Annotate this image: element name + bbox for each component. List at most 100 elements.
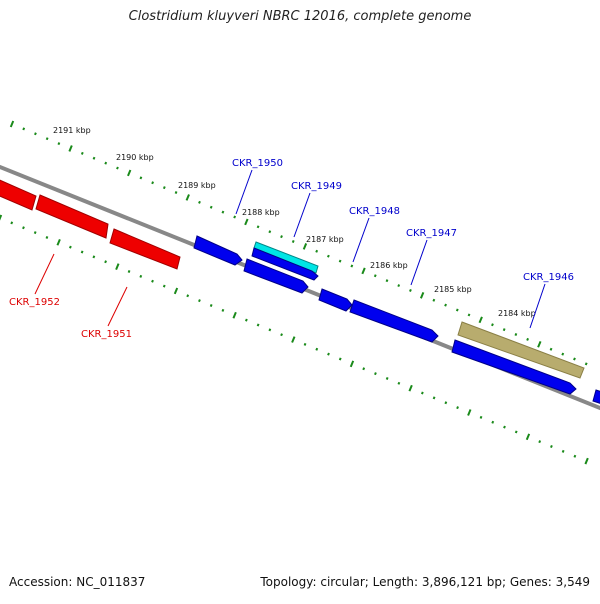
minor-tick (467, 313, 471, 317)
minor-tick (338, 357, 342, 361)
gene-CKR_1951-shape[interactable] (109, 228, 181, 270)
minor-tick (233, 215, 237, 219)
gene-CKR_1952-shape[interactable] (0, 178, 37, 211)
minor-tick (104, 260, 107, 264)
minor-tick (80, 250, 84, 254)
minor-tick (432, 396, 436, 400)
minor-tick (315, 249, 319, 253)
major-tick (173, 287, 179, 295)
minor-tick (491, 323, 494, 327)
minor-tick (280, 235, 283, 239)
minor-tick (514, 333, 518, 337)
gene-CKR_1948b-shape[interactable] (318, 288, 353, 312)
gene-CKR_1946-shape[interactable] (457, 321, 585, 379)
major-tick (115, 263, 120, 270)
minor-tick (57, 142, 61, 146)
minor-tick (584, 362, 588, 366)
minor-tick (503, 425, 506, 429)
minor-tick (174, 191, 178, 195)
minor-tick (550, 445, 553, 449)
minor-tick (327, 352, 330, 356)
gene-label-CKR_1947[interactable]: CKR_1947 (406, 228, 457, 239)
minor-tick (420, 391, 424, 395)
minor-tick (385, 376, 389, 380)
minor-tick (162, 284, 166, 288)
minor-tick (397, 284, 401, 288)
major-tick (467, 409, 472, 416)
minor-tick (538, 440, 542, 444)
minor-tick (139, 176, 143, 180)
minor-tick (573, 454, 577, 458)
minor-tick (198, 200, 201, 204)
minor-tick (526, 337, 529, 341)
minor-tick (209, 205, 213, 209)
major-tick (525, 433, 531, 441)
gene-label-CKR_1951[interactable]: CKR_1951 (81, 329, 132, 340)
minor-tick (256, 323, 260, 327)
major-tick (291, 336, 296, 343)
minor-tick (80, 151, 84, 155)
scale-label-2191: 2191 kbp (53, 126, 91, 135)
minor-tick (69, 245, 72, 249)
genome-stats-text: Topology: circular; Length: 3,896,121 bp… (260, 575, 590, 589)
major-tick (302, 243, 308, 250)
gene-CKR_1946b-shape[interactable] (451, 339, 577, 395)
minor-tick (198, 299, 201, 303)
minor-tick (444, 401, 448, 405)
gene-label-CKR_1952[interactable]: CKR_1952 (9, 297, 60, 308)
minor-tick (479, 415, 483, 419)
gene-CKR_1949-shape[interactable] (251, 247, 319, 281)
minor-tick (374, 372, 377, 376)
minor-tick (22, 226, 25, 230)
major-tick (537, 340, 542, 348)
minor-tick (151, 279, 154, 283)
minor-tick (221, 210, 225, 214)
leader-CKR_1947 (410, 239, 428, 286)
minor-tick (315, 347, 319, 351)
major-tick (9, 120, 15, 128)
minor-tick (186, 294, 190, 298)
minor-tick (385, 279, 389, 283)
leader-CKR_1952 (34, 253, 55, 295)
gene-edge-shape[interactable] (592, 389, 600, 405)
major-tick (127, 169, 132, 177)
minor-tick (139, 274, 143, 278)
gene-CKR_1950-shape[interactable] (193, 235, 243, 266)
scale-label-2189: 2189 kbp (178, 181, 216, 190)
gene-label-CKR_1950[interactable]: CKR_1950 (232, 158, 283, 169)
leader-CKR_1949 (293, 192, 311, 238)
major-tick (244, 218, 249, 226)
minor-tick (456, 406, 459, 410)
minor-tick (491, 420, 495, 424)
minor-tick (34, 132, 37, 136)
gene-label-CKR_1948[interactable]: CKR_1948 (349, 206, 400, 217)
minor-tick (33, 231, 37, 235)
minor-tick (455, 308, 459, 312)
minor-tick (373, 274, 377, 278)
minor-tick (561, 449, 565, 453)
minor-tick (151, 181, 155, 185)
major-tick (361, 267, 366, 275)
minor-tick (397, 381, 401, 385)
minor-tick (92, 255, 96, 259)
leader-CKR_1951 (107, 286, 128, 327)
major-tick (56, 238, 61, 246)
gene-CKR_1952b-shape[interactable] (35, 194, 109, 239)
minor-tick (45, 137, 49, 141)
scale-label-2184: 2184 kbp (498, 309, 536, 318)
gene-CKR_1947-shape[interactable] (349, 299, 439, 343)
gene-label-CKR_1946[interactable]: CKR_1946 (523, 272, 574, 283)
minor-tick (362, 367, 366, 371)
genome-title: Clostridium kluyveri NBRC 12016, complet… (128, 9, 472, 24)
major-tick (349, 360, 355, 368)
major-tick (408, 384, 413, 392)
gene-label-CKR_1949[interactable]: CKR_1949 (291, 181, 342, 192)
minor-tick (244, 318, 248, 322)
leader-CKR_1950 (235, 169, 253, 215)
gene-CKR_1948-shape[interactable] (243, 258, 309, 294)
scale-label-2187: 2187 kbp (306, 235, 344, 244)
minor-tick (291, 240, 295, 243)
minor-tick (256, 225, 260, 229)
